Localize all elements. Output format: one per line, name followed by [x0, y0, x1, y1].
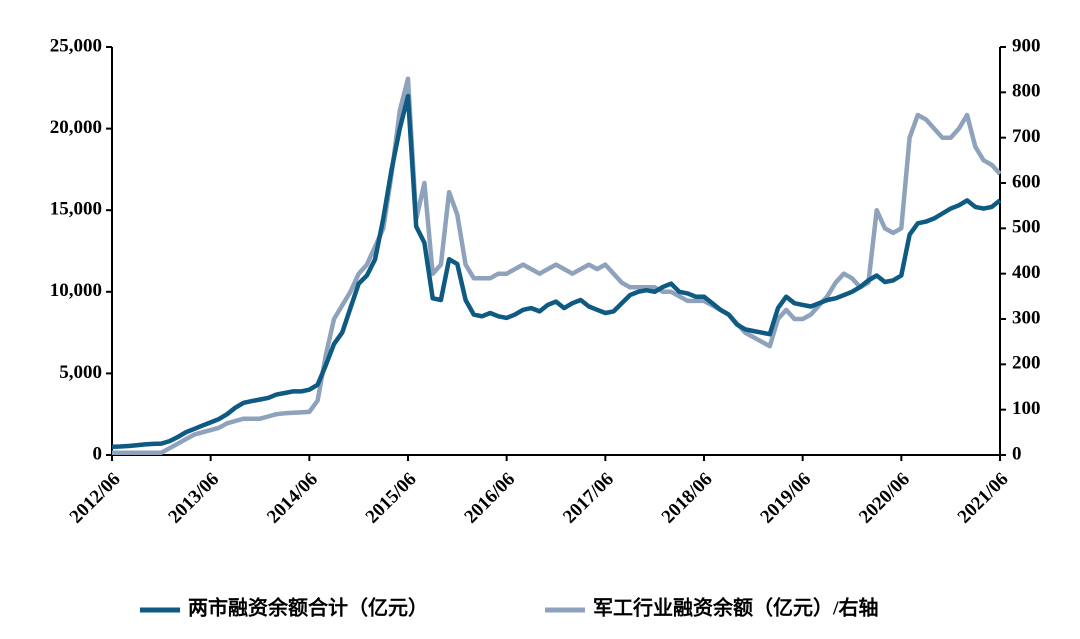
y-tick-label: 0 [93, 443, 103, 464]
series-line [112, 76, 1002, 455]
x-tick-label: 2018/06 [658, 469, 717, 528]
x-tick-label: 2015/06 [362, 469, 421, 528]
legend-label: 军工行业融资余额（亿元）/右轴 [593, 596, 879, 620]
y2-tick-label: 100 [1012, 398, 1041, 419]
y-tick-label: 15,000 [50, 199, 102, 220]
y-tick-label: 5,000 [59, 362, 102, 383]
y-tick-label: 20,000 [50, 117, 102, 138]
x-tick-label: 2020/06 [855, 469, 914, 528]
legend-label: 两市融资余额合计（亿元） [188, 596, 428, 620]
y2-tick-label: 800 [1012, 81, 1041, 102]
series-line [111, 93, 1002, 450]
x-tick-label: 2021/06 [954, 469, 1013, 528]
y2-tick-label: 300 [1012, 307, 1041, 328]
x-tick-label: 2019/06 [756, 469, 815, 528]
x-tick-label: 2017/06 [559, 469, 618, 528]
y2-tick-label: 200 [1012, 353, 1041, 374]
y2-tick-label: 600 [1012, 171, 1041, 192]
y2-tick-label: 0 [1012, 443, 1022, 464]
x-tick-label: 2014/06 [263, 469, 322, 528]
y2-tick-label: 700 [1012, 126, 1041, 147]
x-tick-label: 2016/06 [460, 469, 519, 528]
y2-tick-label: 400 [1012, 262, 1041, 283]
x-tick-label: 2013/06 [164, 469, 223, 528]
y2-tick-label: 900 [1012, 35, 1041, 56]
x-tick-label: 2012/06 [66, 469, 125, 528]
y-tick-label: 25,000 [50, 35, 102, 56]
y2-tick-label: 500 [1012, 217, 1041, 238]
y-tick-label: 10,000 [50, 280, 102, 301]
